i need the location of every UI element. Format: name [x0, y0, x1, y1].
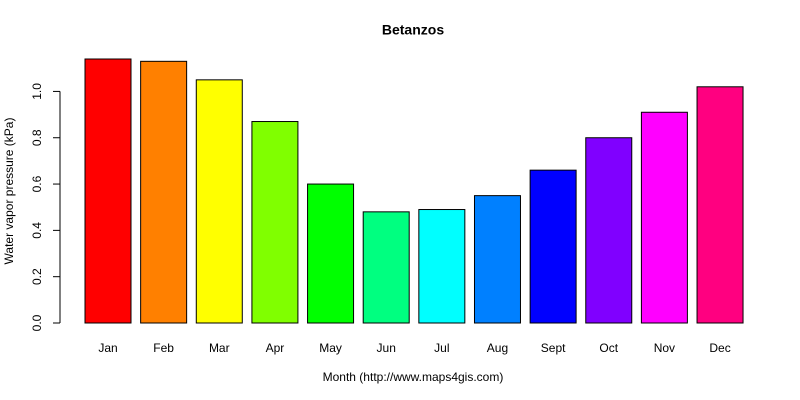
y-tick-label: 0.6 [30, 175, 44, 192]
bar [362, 211, 410, 324]
x-tick-label: Jul [434, 341, 449, 355]
chart-title: Betanzos [382, 22, 444, 38]
x-tick-label: Jun [377, 341, 396, 355]
x-tick-label: Feb [153, 341, 174, 355]
bar [529, 169, 577, 324]
bar [696, 86, 744, 324]
bar [640, 111, 688, 324]
y-tick-label: 1.0 [30, 83, 44, 100]
y-tick-label: 0.4 [30, 222, 44, 239]
bar [585, 137, 633, 324]
y-axis-label: Water vapor pressure (kPa) [2, 118, 16, 265]
bar [307, 183, 355, 324]
x-tick-label: Apr [266, 341, 285, 355]
x-tick-label: May [319, 341, 342, 355]
y-tick-label: 0.8 [30, 129, 44, 146]
x-tick-label: Jan [98, 341, 117, 355]
x-tick-label: Dec [709, 341, 730, 355]
bar [195, 79, 243, 324]
bar [140, 60, 188, 324]
x-tick-label: Mar [209, 341, 230, 355]
bar [84, 58, 132, 324]
bar [251, 121, 299, 324]
bar [473, 195, 521, 324]
x-tick-label: Oct [599, 341, 618, 355]
bar [418, 209, 466, 324]
y-tick-label: 0.0 [30, 314, 44, 331]
y-tick-label: 0.2 [30, 268, 44, 285]
x-axis-label: Month (http://www.maps4gis.com) [323, 370, 504, 384]
x-tick-label: Aug [487, 341, 508, 355]
x-tick-label: Nov [654, 341, 675, 355]
x-tick-label: Sept [541, 341, 566, 355]
